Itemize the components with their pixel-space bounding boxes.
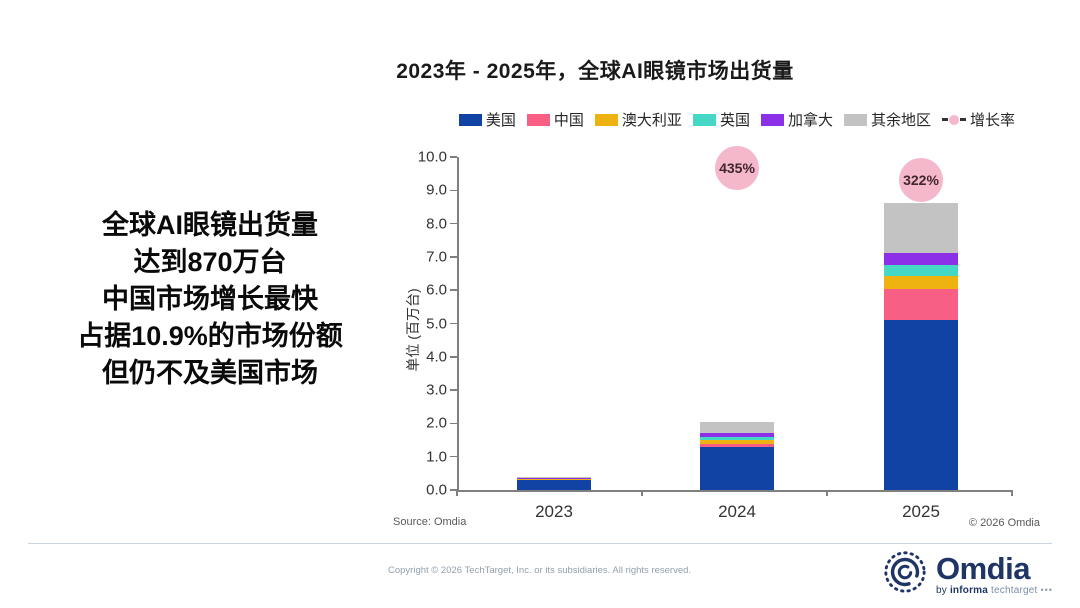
bar-segment-2025-rest bbox=[884, 202, 958, 253]
y-tick-label-4: 4.0 bbox=[426, 348, 447, 366]
y-tick bbox=[450, 256, 457, 258]
headline-line-3: 中国市场增长最快 bbox=[102, 284, 318, 314]
key-takeaway-text: 全球AI眼镜出货量 达到870万台 中国市场增长最快 占据10.9%的市场份额 … bbox=[38, 207, 382, 392]
legend-label-canada: 加拿大 bbox=[787, 112, 833, 129]
headline-line-1: 全球AI眼镜出货量 bbox=[102, 210, 318, 240]
y-tick-label-0: 0.0 bbox=[426, 481, 447, 499]
legend-item-china: 中国 bbox=[526, 109, 584, 130]
footer-copyright: Copyright © 2026 TechTarget, Inc. or its… bbox=[388, 565, 692, 576]
legend-swatch-australia bbox=[594, 113, 618, 126]
bar-segment-2024-us bbox=[700, 446, 774, 490]
legend-label-china: 中国 bbox=[553, 112, 584, 129]
bar-segment-2025-uk bbox=[884, 265, 958, 277]
headline-line-2: 达到870万台 bbox=[133, 247, 287, 277]
y-tick-label-6: 6.0 bbox=[426, 281, 447, 299]
legend-label-australia: 澳大利亚 bbox=[621, 112, 682, 129]
omdia-logo-wordmark: Omdia bbox=[936, 551, 1030, 586]
bar-segment-2025-us bbox=[884, 320, 958, 490]
y-tick-label-8: 8.0 bbox=[426, 215, 447, 233]
legend-label-us: 美国 bbox=[485, 112, 516, 129]
bar-segment-2024-rest bbox=[700, 421, 774, 434]
x-axis-line bbox=[457, 490, 1012, 492]
growth-bubble-2025: 322% bbox=[899, 158, 943, 202]
legend-item-us: 美国 bbox=[458, 109, 516, 130]
chart-legend: 美国 中国 澳大利亚 英国 加拿大 其余地区 增长率 bbox=[440, 109, 1015, 130]
chart-copyright: © 2026 Omdia bbox=[968, 517, 1040, 529]
y-tick bbox=[450, 222, 457, 225]
y-tick-label-7: 7.0 bbox=[426, 248, 447, 266]
y-tick bbox=[450, 389, 457, 391]
legend-item-uk: 英国 bbox=[692, 109, 750, 130]
omdia-logo: Omdia by informa techtarget ••• bbox=[882, 549, 1053, 600]
y-tick bbox=[450, 356, 457, 358]
growth-line-marker-icon bbox=[941, 114, 966, 125]
source-note: Source: Omdia bbox=[393, 516, 467, 528]
bar-segment-2024-uk bbox=[700, 437, 774, 440]
y-tick bbox=[450, 422, 457, 425]
y-tick-label-5: 5.0 bbox=[426, 315, 447, 332]
legend-swatch-rest bbox=[843, 113, 867, 126]
y-tick-label-9: 9.0 bbox=[426, 181, 447, 199]
bar-segment-2025-australia bbox=[884, 276, 958, 289]
x-tick bbox=[826, 490, 828, 496]
footer-divider bbox=[28, 543, 1052, 544]
chart-title: 2023年 - 2025年，全球AI眼镜市场出货量 bbox=[396, 60, 794, 83]
y-tick bbox=[450, 489, 457, 491]
bar-segment-2023-rest bbox=[517, 477, 591, 478]
legend-item-australia: 澳大利亚 bbox=[594, 109, 682, 130]
x-tick bbox=[641, 490, 643, 496]
y-tick-label-3: 3.0 bbox=[426, 381, 447, 399]
y-tick bbox=[450, 455, 457, 458]
bar-segment-2023-canada bbox=[517, 478, 591, 479]
x-tick bbox=[1011, 490, 1013, 496]
legend-swatch-china bbox=[526, 113, 550, 126]
bar-segment-2024-australia bbox=[700, 439, 774, 444]
legend-label-rest: 其余地区 bbox=[870, 112, 931, 129]
legend-item-growth-rate: 增长率 bbox=[941, 109, 1015, 130]
y-axis-line bbox=[457, 157, 459, 490]
bar-segment-2023-australia bbox=[517, 478, 591, 480]
bar-segment-2024-china bbox=[700, 443, 774, 447]
bar-segment-2023-china bbox=[517, 479, 591, 480]
headline-line-5: 但仍不及美国市场 bbox=[102, 358, 318, 388]
bar-segment-2025-canada bbox=[884, 252, 958, 266]
legend-item-rest: 其余地区 bbox=[843, 109, 931, 130]
bar-segment-2024-canada bbox=[700, 433, 774, 438]
headline-line-4: 占据10.9%的市场份额 bbox=[77, 321, 343, 351]
omdia-logo-tagline: by informa techtarget ••• bbox=[936, 585, 1053, 596]
y-tick bbox=[450, 289, 457, 291]
bar-segment-2023-uk bbox=[517, 478, 591, 479]
omdia-logo-icon bbox=[882, 549, 928, 600]
y-tick bbox=[450, 322, 457, 325]
legend-item-canada: 加拿大 bbox=[760, 109, 833, 130]
x-label-2024: 2024 bbox=[718, 502, 756, 521]
y-tick-label-1: 1.0 bbox=[426, 448, 447, 466]
x-label-2025: 2025 bbox=[902, 502, 940, 521]
y-tick bbox=[450, 189, 457, 192]
growth-bubble-2024: 435% bbox=[715, 146, 759, 190]
y-tick-label-10: 10.0 bbox=[417, 148, 447, 166]
legend-swatch-canada bbox=[760, 113, 784, 126]
y-tick bbox=[450, 156, 457, 158]
y-tick-label-2: 2.0 bbox=[426, 414, 447, 432]
x-tick bbox=[456, 490, 458, 496]
legend-label-uk: 英国 bbox=[719, 112, 750, 129]
bar-segment-2025-china bbox=[884, 288, 958, 321]
legend-swatch-uk bbox=[692, 113, 716, 126]
bar-segment-2023-us bbox=[517, 479, 591, 490]
x-label-2023: 2023 bbox=[535, 502, 573, 521]
legend-swatch-us bbox=[458, 113, 482, 126]
legend-label-growth-rate: 增长率 bbox=[969, 112, 1015, 129]
